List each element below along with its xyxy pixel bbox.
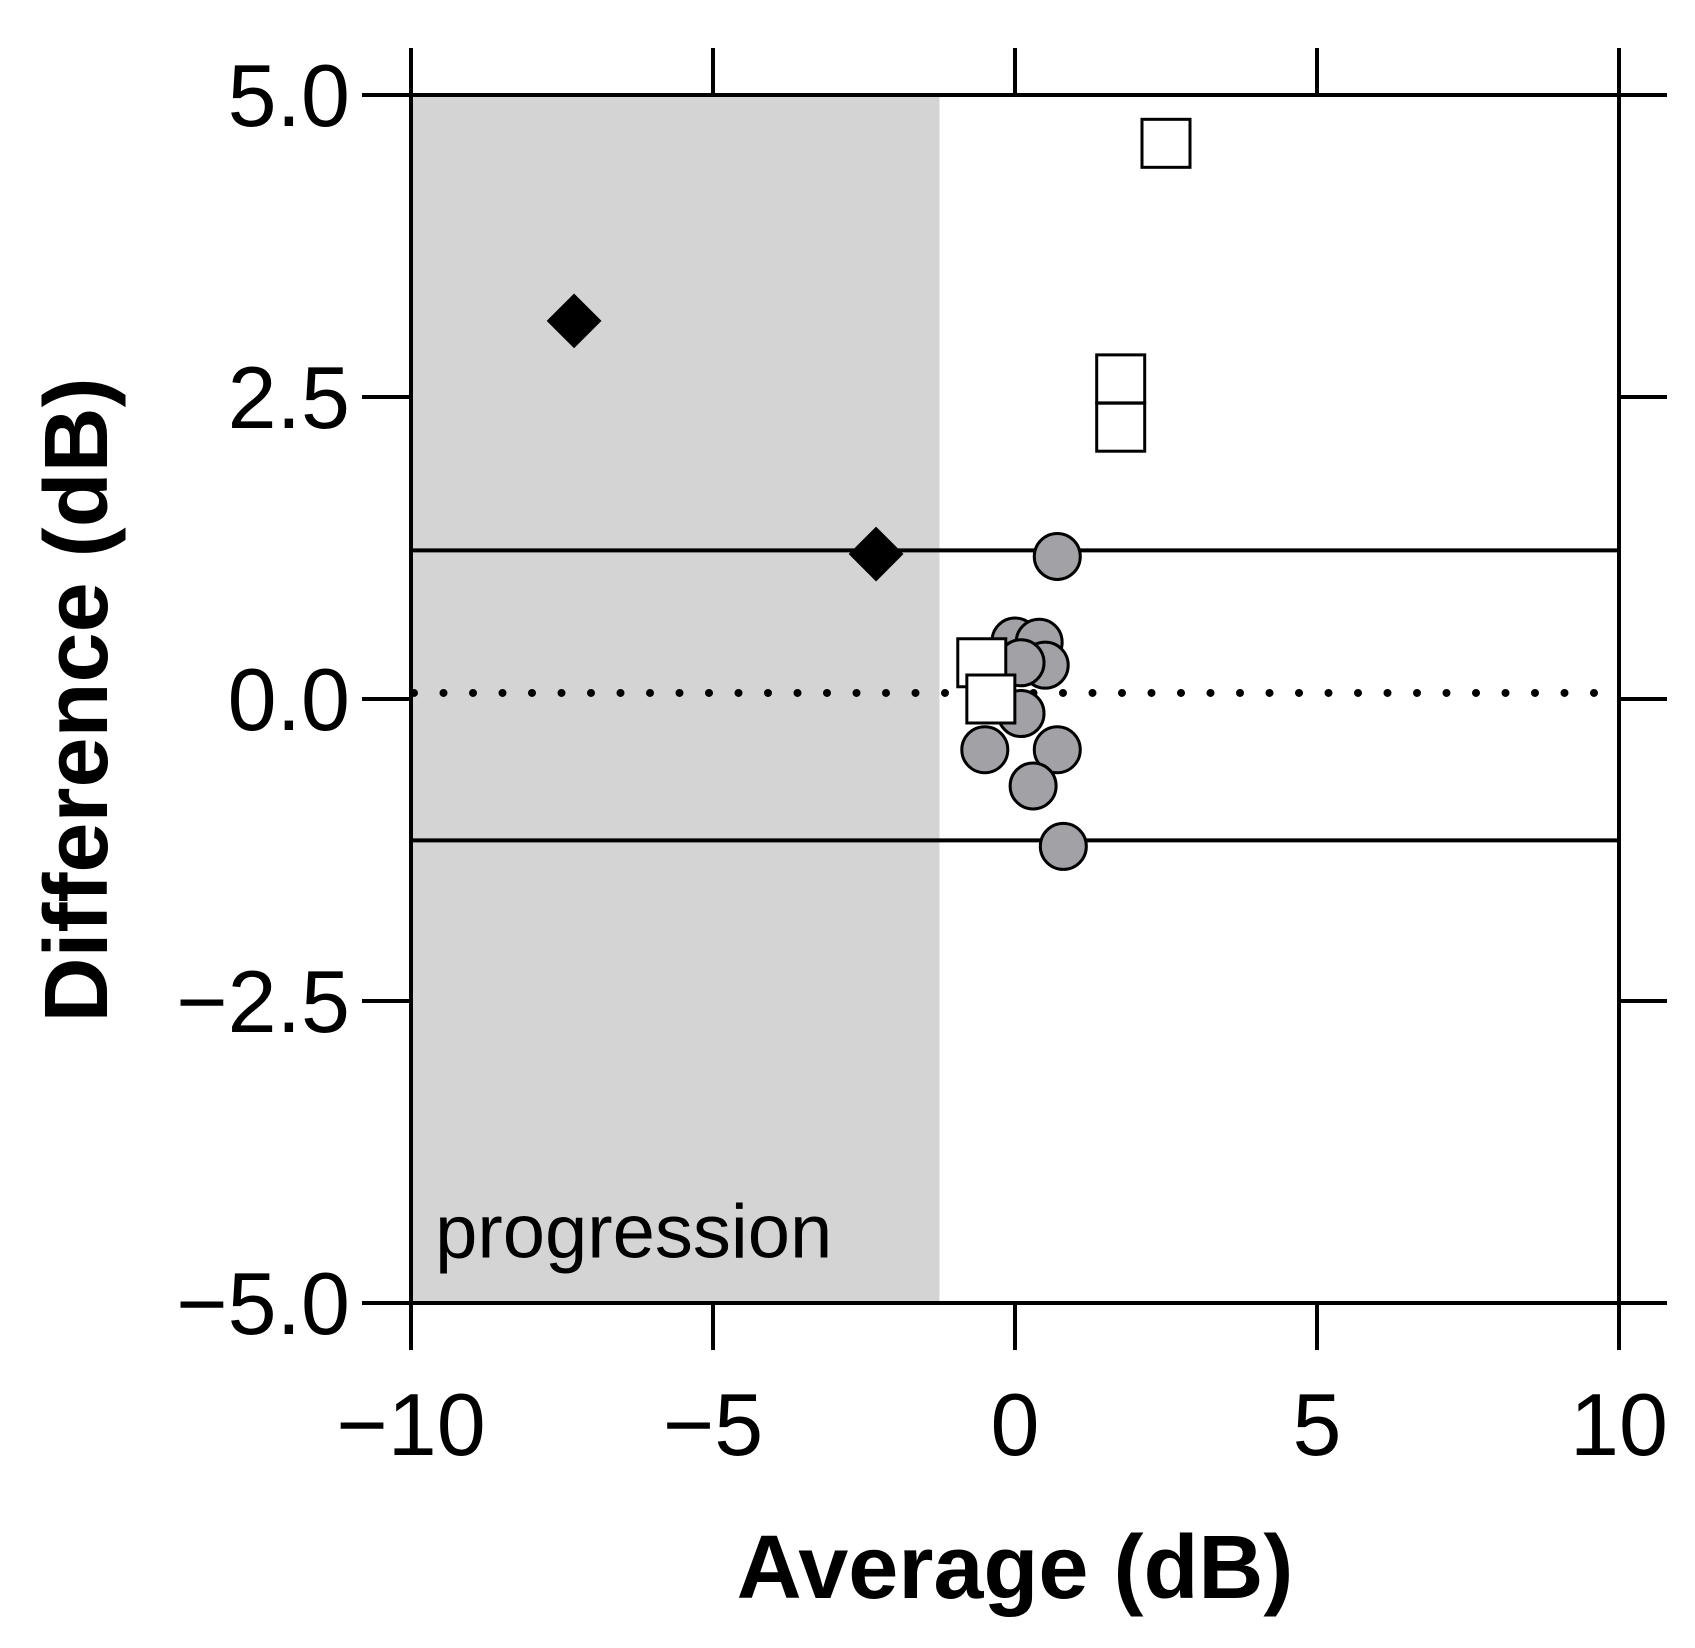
progression-label: progression (435, 1190, 832, 1275)
tick-labels: −10 −5 0 5 10 −5.0 −2.5 0.0 2.5 5.0 (176, 46, 1668, 1474)
x-axis-title: Average (dB) (737, 1518, 1294, 1618)
y-axis-title: Difference (dB) (27, 377, 127, 1022)
square-point (965, 673, 1017, 725)
circle-point (1038, 821, 1088, 871)
square-point (1095, 353, 1147, 405)
x-tick-label: 10 (1570, 1375, 1668, 1474)
x-tick-label: 5 (1293, 1375, 1342, 1474)
x-tick-label: 0 (991, 1375, 1040, 1474)
circle-point (1008, 761, 1058, 811)
axis-ticks (362, 48, 1667, 1350)
circle-point (1032, 531, 1082, 581)
x-tick-label: −5 (663, 1375, 763, 1474)
square-point (1095, 401, 1147, 453)
progression-shaded-region (411, 95, 940, 1303)
y-tick-label: 5.0 (228, 46, 350, 145)
circle-point (960, 725, 1010, 775)
diamond-point (546, 293, 602, 349)
y-tick-label: −5.0 (176, 1254, 350, 1353)
reference-lines (410, 548, 1623, 843)
diamond-point (848, 526, 904, 582)
x-tick-label: −10 (336, 1375, 485, 1474)
y-tick-label: −2.5 (176, 952, 350, 1051)
y-tick-label: 0.0 (228, 650, 350, 749)
square-point (1140, 117, 1192, 169)
y-tick-label: 2.5 (228, 348, 350, 447)
circle-point (1032, 725, 1082, 775)
data-points (546, 117, 1192, 871)
